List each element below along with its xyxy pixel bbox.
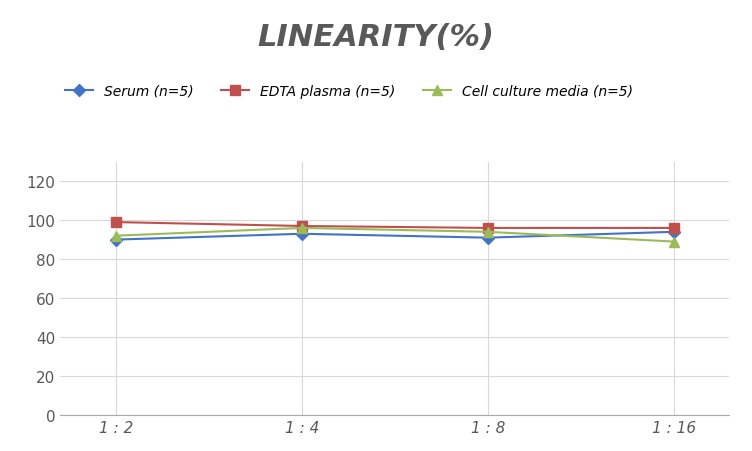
Legend: Serum (n=5), EDTA plasma (n=5), Cell culture media (n=5): Serum (n=5), EDTA plasma (n=5), Cell cul… [59,79,638,104]
Text: LINEARITY(%): LINEARITY(%) [257,23,495,51]
